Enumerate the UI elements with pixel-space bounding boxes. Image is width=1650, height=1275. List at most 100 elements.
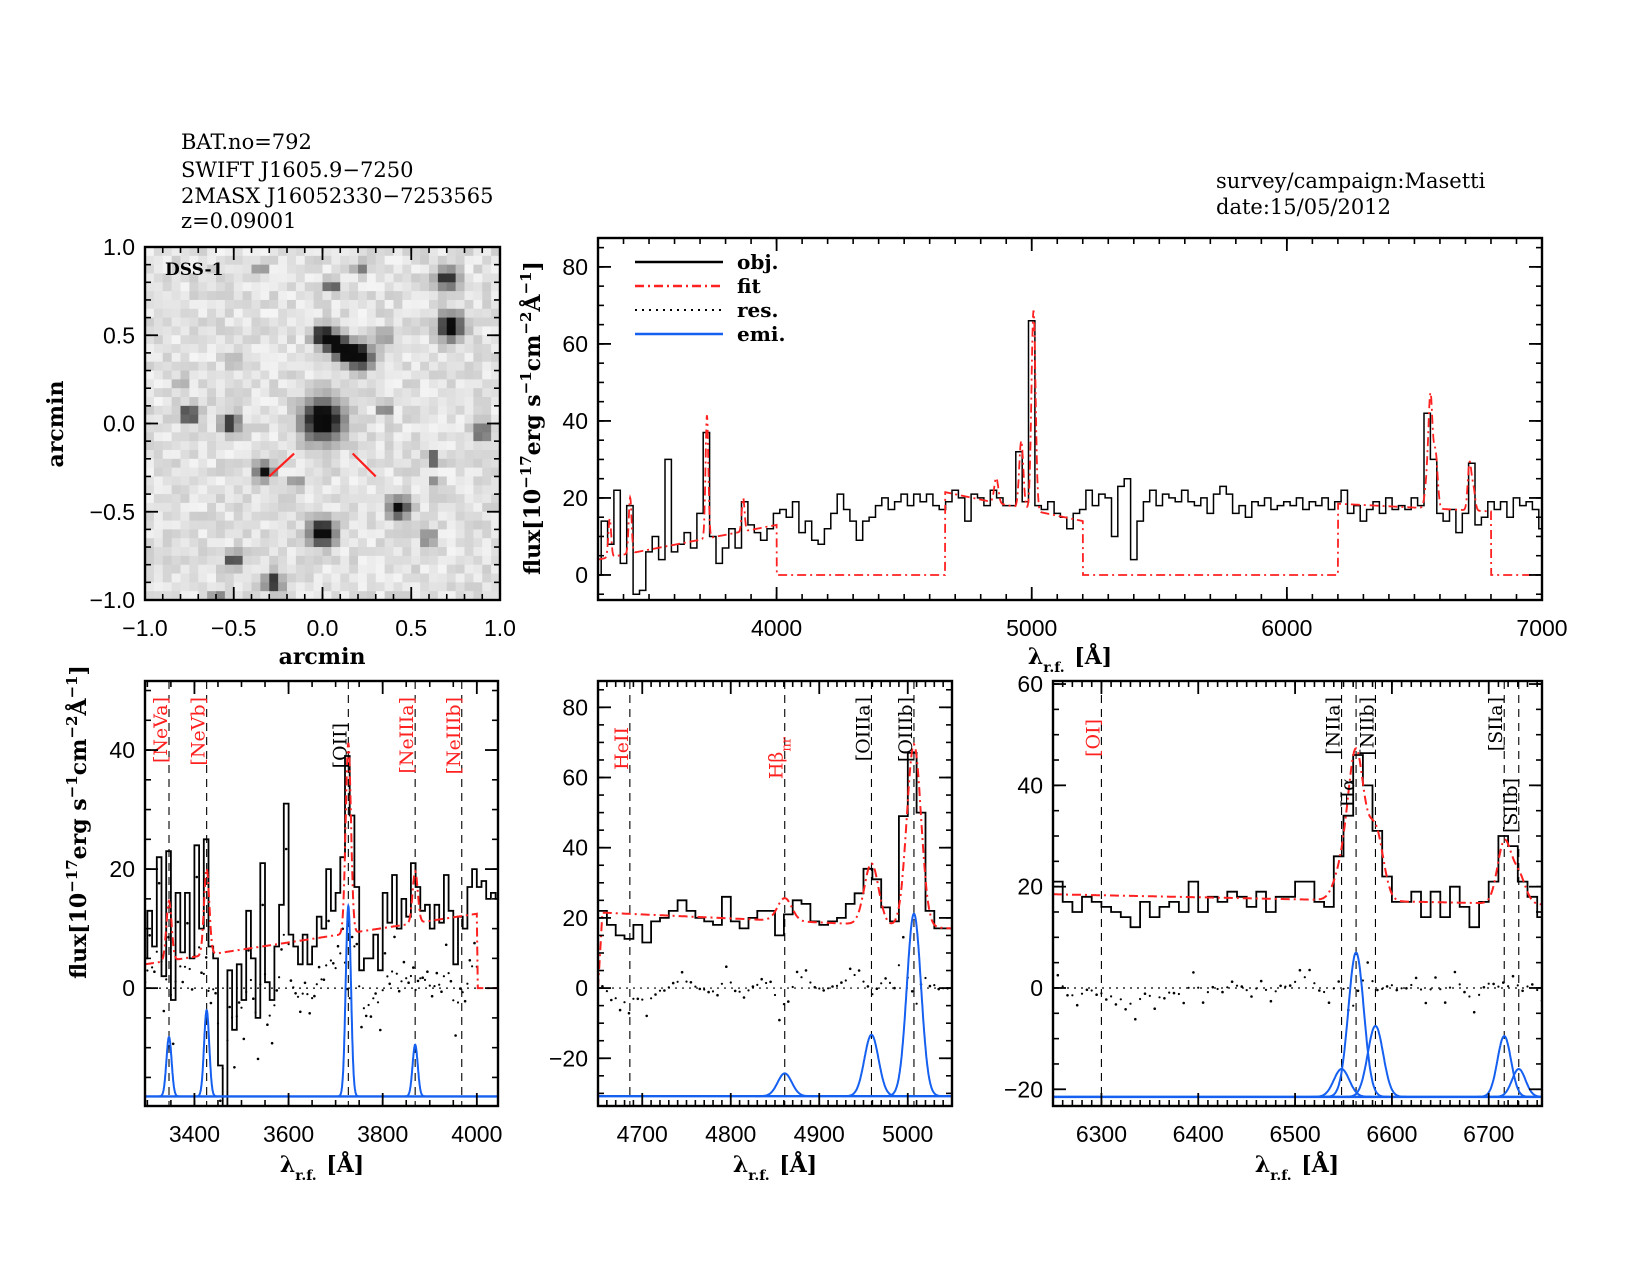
image-pixel	[402, 264, 412, 275]
y-tick-label: 20	[562, 905, 588, 931]
image-pixel	[233, 432, 244, 442]
residual-point	[440, 990, 443, 993]
image-pixel	[207, 317, 217, 328]
label-text: ]	[66, 665, 92, 675]
image-pixel	[349, 247, 359, 257]
image-pixel	[420, 467, 430, 478]
image-pixel	[358, 564, 368, 575]
image-pixel	[402, 591, 412, 601]
x-tick-label: 1.0	[484, 615, 516, 641]
emission-component	[885, 912, 943, 1098]
image-pixel	[242, 282, 253, 292]
image-pixel	[251, 388, 261, 398]
image-pixel	[278, 255, 288, 266]
image-pixel	[269, 555, 279, 566]
residual-point	[1516, 984, 1519, 987]
image-pixel	[180, 476, 190, 486]
image-pixel	[224, 335, 235, 345]
image-pixel	[269, 573, 279, 583]
image-pixel	[491, 467, 501, 478]
image-pixel	[429, 591, 439, 601]
image-pixel	[437, 485, 448, 495]
residual-point	[1424, 1001, 1428, 1005]
image-pixel	[366, 361, 377, 372]
label-superscript: −1	[517, 272, 535, 295]
image-pixel	[153, 591, 164, 601]
image-pixel	[322, 582, 332, 592]
image-pixel	[251, 458, 261, 469]
image-pixel	[171, 564, 182, 575]
image-pixel	[207, 476, 217, 486]
image-pixel	[153, 405, 164, 416]
image-pixel	[278, 547, 288, 557]
residual-point	[1192, 971, 1195, 974]
image-pixel	[171, 555, 182, 566]
image-pixel	[393, 344, 403, 354]
image-pixel	[304, 299, 315, 310]
image-pixel	[260, 379, 270, 389]
residual-point	[933, 984, 936, 987]
image-pixel	[437, 591, 448, 601]
image-pixel	[180, 432, 190, 442]
image-pixel	[295, 547, 306, 557]
image-pixel	[171, 511, 182, 522]
image-pixel	[464, 388, 474, 398]
image-pixel	[455, 494, 466, 504]
label-superscript: −17	[517, 455, 535, 488]
image-pixel	[180, 441, 190, 451]
image-pixel	[349, 476, 359, 486]
image-pixel	[366, 591, 377, 601]
image-pixel	[375, 432, 386, 442]
image-pixel	[349, 282, 359, 292]
image-pixel	[242, 388, 253, 398]
image-pixel	[375, 423, 386, 433]
image-pixel	[171, 423, 182, 433]
image-pixel	[242, 502, 253, 513]
residual-point	[407, 981, 410, 984]
image-pixel	[340, 299, 350, 310]
image-pixel	[393, 573, 403, 583]
image-pixel	[278, 494, 288, 504]
x-tick-label: 4000	[751, 615, 802, 641]
image-pixel	[287, 538, 297, 548]
residual-point	[412, 966, 415, 969]
image-pixel	[207, 299, 217, 310]
image-pixel	[251, 344, 261, 354]
image-pixel	[251, 361, 261, 372]
image-pixel	[153, 476, 164, 486]
image-pixel	[198, 458, 208, 469]
image-pixel	[295, 441, 306, 451]
image-pixel	[295, 379, 306, 389]
x-tick-label: 4900	[794, 1121, 845, 1147]
residual-point	[773, 993, 777, 997]
image-pixel	[411, 352, 421, 363]
source-marker-right	[351, 452, 377, 478]
residual-point	[454, 1034, 457, 1037]
image-pixel	[313, 432, 324, 442]
image-pixel	[473, 308, 483, 319]
image-pixel	[189, 273, 199, 283]
image-pixel	[437, 547, 448, 557]
x-tick-label: 6400	[1173, 1121, 1224, 1147]
image-pixel	[455, 573, 466, 583]
image-pixel	[171, 282, 182, 292]
image-pixel	[349, 485, 359, 495]
image-pixel	[322, 502, 332, 513]
image-pixel	[482, 564, 492, 575]
image-pixel	[180, 467, 190, 478]
image-pixel	[349, 564, 359, 575]
image-pixel	[437, 449, 448, 460]
image-pixel	[171, 582, 182, 592]
image-pixel	[366, 476, 377, 486]
residual-point	[421, 976, 425, 979]
image-pixel	[473, 370, 483, 380]
image-pixel	[340, 317, 350, 328]
image-pixel	[304, 485, 315, 495]
image-pixel	[224, 255, 235, 266]
residual-point	[751, 985, 755, 988]
image-pixel	[189, 573, 199, 583]
image-pixel	[251, 414, 261, 425]
image-pixel	[162, 405, 173, 416]
image-pixel	[216, 476, 226, 486]
residual-point	[680, 970, 684, 974]
